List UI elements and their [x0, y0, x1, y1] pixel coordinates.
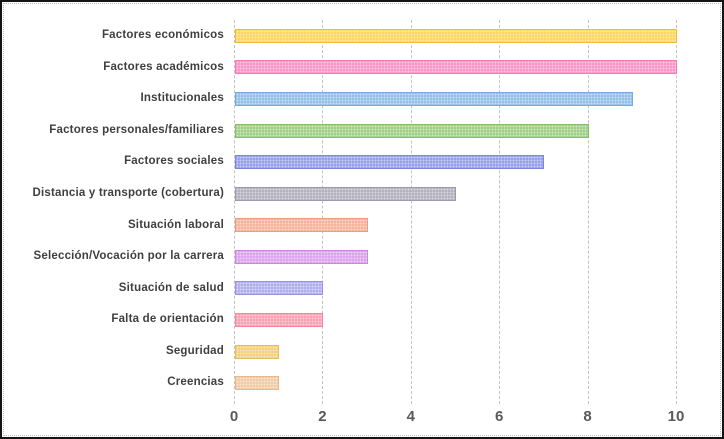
x-tick-label-10: 10 [667, 408, 685, 425]
category-label: Creencias [167, 376, 224, 389]
bar-1 [235, 28, 677, 43]
category-label: Factores económicos [101, 29, 224, 41]
gridline-x-10 [676, 20, 677, 404]
category-label: Institucionales [140, 92, 224, 105]
gridline-x-8 [587, 20, 589, 404]
category-label: Situación de salud [118, 281, 224, 294]
x-tick-label-0: 0 [229, 408, 239, 425]
bar-10 [235, 313, 324, 328]
category-label: Factores sociales [124, 155, 224, 168]
gridline-x-4 [410, 20, 412, 404]
bar-6 [235, 186, 456, 201]
bar-2 [235, 60, 677, 75]
bar-row: Falta de orientación [2, 304, 722, 336]
bar-row: Factores económicos [2, 20, 722, 52]
category-label: Factores académicos [103, 60, 224, 73]
bar-row: Situación laboral [2, 210, 722, 242]
bar-row: Situación de salud [2, 273, 722, 305]
bar-row: Factores personales/familiares [2, 115, 722, 147]
category-label: Factores personales/familiares [49, 123, 224, 136]
gridline-x-0 [234, 20, 235, 404]
gridline-x-2 [322, 20, 324, 404]
bar-11 [235, 344, 280, 359]
category-label: Falta de orientación [111, 313, 224, 326]
bar-12 [235, 376, 280, 391]
bar-7 [235, 218, 368, 233]
bar-9 [235, 281, 324, 296]
x-tick-label-4: 4 [406, 408, 415, 425]
bar-row: Seguridad [2, 336, 722, 368]
bar-row: Distancia y transporte (cobertura) [2, 178, 722, 210]
category-label: Seguridad [165, 344, 224, 357]
bar-row: Factores académicos [2, 52, 722, 84]
bar-row: Factores sociales [2, 146, 722, 178]
bar-row: Selección/Vocación por la carrera [2, 241, 722, 273]
x-tick-label-8: 8 [583, 408, 592, 425]
bar-5 [235, 155, 545, 170]
x-tick-label-6: 6 [495, 408, 504, 425]
category-label: Distancia y transporte (cobertura) [32, 186, 224, 199]
bar-8 [235, 249, 368, 264]
bar-row: Institucionales [2, 83, 722, 115]
bar-4 [235, 123, 589, 138]
x-tick-label-2: 2 [318, 408, 327, 425]
category-label: Selección/Vocación por la carrera [33, 250, 224, 263]
bar-row: Creencias [2, 367, 722, 399]
gridline-x-6 [499, 20, 501, 404]
category-label: Situación laboral [127, 218, 224, 231]
bar-3 [235, 91, 633, 106]
